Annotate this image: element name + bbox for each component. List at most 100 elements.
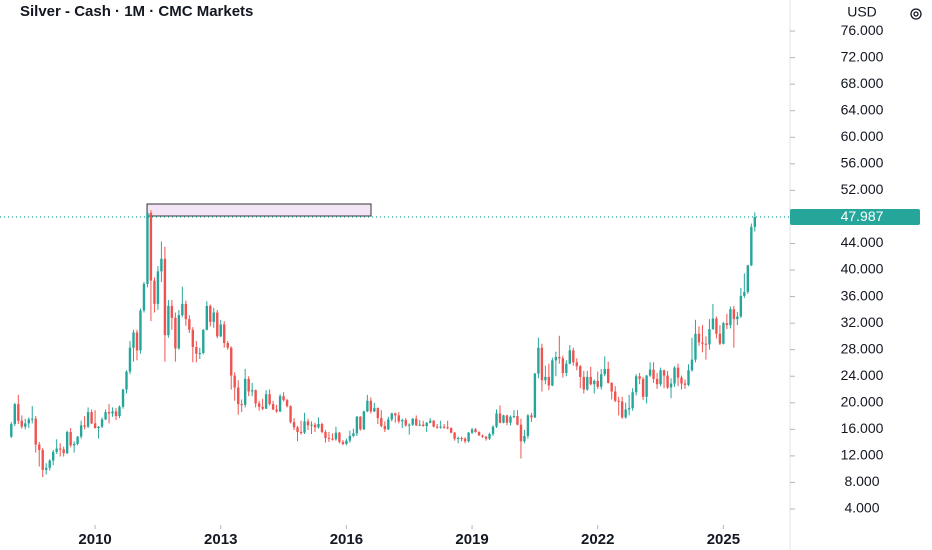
candle-body <box>45 467 48 470</box>
candle-body <box>163 258 167 336</box>
candle-body <box>725 323 729 326</box>
candles <box>10 204 757 478</box>
candle-body <box>202 329 205 354</box>
candle-body <box>729 309 732 326</box>
candle-body <box>111 411 114 414</box>
x-tick-label: 2022 <box>581 531 614 548</box>
candle-body <box>505 415 509 423</box>
candle-body <box>48 460 51 468</box>
candle-body <box>125 371 128 390</box>
candle-body <box>509 416 512 423</box>
candle-body <box>355 416 359 434</box>
candle-body <box>652 369 655 379</box>
x-tick-label: 2025 <box>707 531 740 548</box>
candle-body <box>512 416 516 418</box>
candle-body <box>425 422 428 427</box>
candle-body <box>617 400 620 402</box>
candle-body <box>352 433 355 436</box>
candle-body <box>285 400 289 407</box>
candle-body <box>540 347 544 381</box>
candle-body <box>233 375 236 388</box>
candle-body <box>662 370 666 376</box>
candle-body <box>579 366 582 377</box>
candle-body <box>666 375 669 388</box>
candle-body <box>313 424 317 428</box>
candle-body <box>306 421 310 426</box>
candle-body <box>387 419 390 430</box>
candle-body <box>421 424 425 427</box>
candle-body <box>243 378 247 405</box>
candle-body <box>132 332 135 348</box>
drawn-rectangle[interactable] <box>146 203 372 217</box>
candle-body <box>65 432 69 454</box>
candle-body <box>722 323 725 344</box>
candle-body <box>627 408 631 410</box>
candle-body <box>114 411 118 417</box>
candle-body <box>76 436 79 444</box>
candle-body <box>708 329 711 345</box>
candle-body <box>530 415 533 418</box>
candle-body <box>418 424 421 426</box>
candle-body <box>320 424 324 433</box>
candle-body <box>547 376 551 386</box>
candle-body <box>561 358 565 373</box>
y-tick-label: 56.000 <box>841 155 884 171</box>
candle-body <box>610 382 613 392</box>
candle-body <box>362 411 366 430</box>
candle-body <box>366 400 369 412</box>
candle-body <box>153 280 156 304</box>
candle-body <box>554 356 558 361</box>
candle-body <box>72 443 76 446</box>
candle-body <box>648 369 652 376</box>
candle-body <box>659 370 662 385</box>
candle-body <box>565 363 568 373</box>
x-tick-label: 2010 <box>78 531 111 548</box>
candle-body <box>219 324 222 337</box>
candle-body <box>268 394 271 405</box>
candle-body <box>533 373 537 418</box>
candle-body <box>20 420 23 427</box>
candle-body <box>498 413 502 423</box>
candle-body <box>373 408 376 412</box>
candle-body <box>334 432 338 440</box>
candle-body <box>495 413 498 427</box>
candle-body <box>701 342 704 344</box>
candle-body <box>348 435 352 441</box>
candle-body <box>467 432 470 442</box>
y-tick-label: 4.000 <box>844 500 879 516</box>
candle-body <box>79 425 83 437</box>
candle-body <box>638 376 641 379</box>
candle-body <box>83 425 86 427</box>
candle-body <box>58 448 62 450</box>
candle-body <box>690 359 694 371</box>
candle-body <box>575 362 578 367</box>
candle-body <box>170 305 174 318</box>
candle-body <box>634 376 638 393</box>
candle-body <box>149 212 153 281</box>
candle-body <box>607 368 610 383</box>
y-tick-label: 20.000 <box>841 393 884 409</box>
candle-body <box>338 432 341 442</box>
candle-body <box>470 429 474 433</box>
y-tick-label: 68.000 <box>841 75 884 91</box>
candle-body <box>401 420 404 422</box>
candle-body <box>394 413 397 416</box>
candle-body <box>247 378 250 392</box>
candle-body <box>442 426 446 428</box>
candle-body <box>177 315 181 349</box>
candle-body <box>568 350 571 364</box>
candle-body <box>299 432 303 434</box>
candle-body <box>704 343 708 345</box>
y-tick-label: 12.000 <box>841 447 884 463</box>
candle-body <box>397 415 400 422</box>
y-tick-label: 72.000 <box>841 48 884 64</box>
settings-icon[interactable] <box>910 8 922 20</box>
candle-body <box>104 412 107 420</box>
candle-body <box>390 413 393 420</box>
x-tick-label: 2013 <box>204 531 237 548</box>
candle-body <box>432 420 435 427</box>
candle-body <box>331 438 334 440</box>
candle-body <box>240 404 243 406</box>
candle-body <box>586 376 589 390</box>
